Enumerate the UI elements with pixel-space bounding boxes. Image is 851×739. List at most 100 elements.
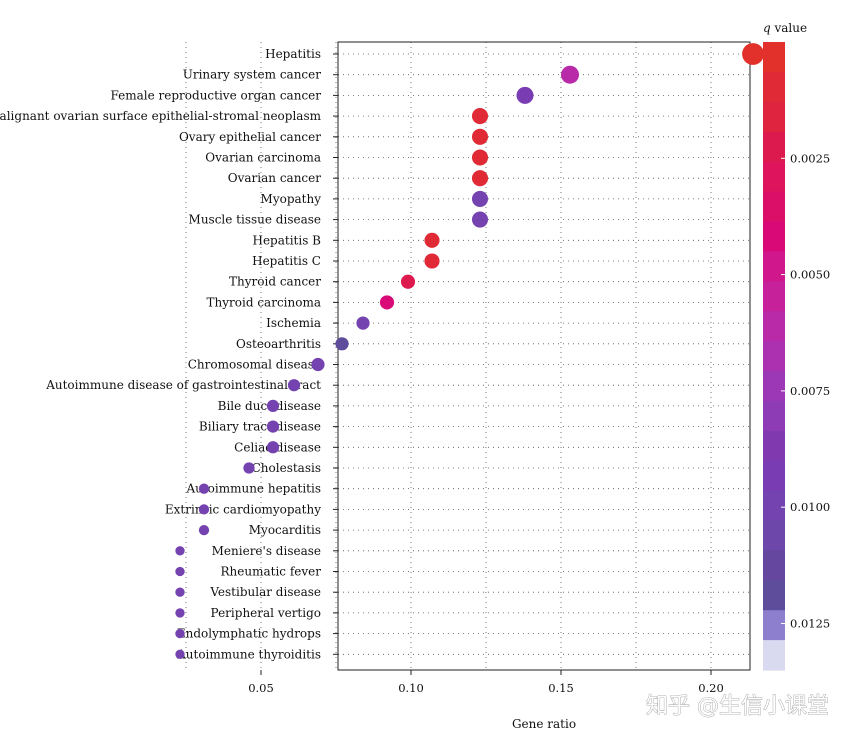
colorbar-title: q value	[763, 21, 807, 35]
colorbar-tick-label: 0.0025	[790, 151, 830, 165]
category-label: Peripheral vertigo	[211, 606, 321, 620]
colorbar-segment	[763, 281, 785, 312]
data-point	[198, 524, 210, 536]
colorbar-segment	[763, 460, 785, 492]
data-point	[561, 65, 579, 84]
colorbar-segment	[763, 221, 785, 252]
category-label: Autoimmune disease of gastrointestinal t…	[45, 378, 321, 392]
data-point	[243, 462, 255, 474]
category-label: Malignant ovarian surface epithelial-str…	[0, 109, 322, 123]
data-point	[266, 441, 280, 454]
colorbar-segment	[763, 520, 785, 551]
category-label: Myopathy	[261, 192, 322, 206]
category-labels: Hepatitis Urinary system cancer Female rep…	[0, 47, 322, 661]
colorbar-segment	[763, 430, 785, 462]
data-point	[198, 504, 210, 515]
colorbar-segment	[763, 580, 785, 611]
colorbar-segment	[763, 490, 785, 522]
colorbar-segment	[763, 610, 785, 641]
data-point	[471, 149, 489, 166]
colorbar-tick-label: 0.0075	[790, 384, 830, 398]
data-point	[175, 649, 185, 659]
category-label: Myocarditis	[249, 523, 321, 537]
category-label: Thyroid carcinoma	[207, 295, 321, 309]
category-label: Osteoarthritis	[236, 337, 321, 351]
data-point	[424, 253, 440, 269]
data-point	[266, 399, 280, 413]
colorbar-segment	[763, 400, 785, 432]
colorbar-segment	[763, 251, 785, 282]
colorbar	[763, 42, 785, 671]
category-label: Chromosomal disease	[188, 358, 321, 372]
colorbar-tick-label: 0.0100	[790, 500, 830, 514]
category-label: Hepatitis C	[252, 254, 321, 268]
data-point	[471, 170, 489, 187]
category-label: Hepatitis	[265, 47, 321, 61]
colorbar-segment	[763, 370, 785, 402]
category-label: Ovary epithelial cancer	[179, 130, 321, 144]
data-point	[471, 190, 489, 207]
plot-frame	[337, 41, 751, 671]
data-point	[175, 608, 185, 618]
watermark: 知乎 @生信小课堂	[646, 694, 829, 719]
colorbar-segment	[763, 191, 785, 223]
category-label: Cholestasis	[252, 461, 321, 475]
category-label: Biliary tract disease	[199, 420, 321, 434]
category-label: Ovarian cancer	[228, 171, 321, 185]
colorbar-title-symbol: q	[763, 21, 771, 35]
data-point	[424, 232, 440, 248]
category-label: Ischemia	[266, 316, 321, 330]
data-point	[400, 274, 416, 289]
category-label: Thyroid cancer	[229, 275, 321, 289]
data-point	[335, 337, 349, 351]
category-label: Ovarian carcinoma	[205, 151, 321, 165]
colorbar-segment	[763, 161, 785, 193]
colorbar-segment	[763, 550, 785, 581]
colorbar-segment	[763, 131, 785, 163]
category-label: Endolymphatic hydrops	[177, 627, 321, 641]
category-label: Vestibular disease	[209, 585, 321, 599]
data-point	[379, 295, 395, 310]
data-point	[175, 628, 185, 639]
data-points	[175, 43, 764, 659]
data-point	[471, 128, 489, 145]
colorbar-segment	[763, 42, 785, 73]
x-tick-label: 0.05	[248, 681, 274, 695]
colorbar-title-rest: value	[771, 21, 807, 35]
colorbar-segment	[763, 341, 785, 372]
category-label: Rheumatic fever	[221, 565, 322, 579]
colorbar-tick-label: 0.0125	[790, 616, 830, 630]
category-label: Muscle tissue disease	[189, 213, 321, 227]
data-point	[175, 587, 185, 597]
category-label: Urinary system cancer	[183, 68, 322, 82]
colorbar-ticks: 0.0025 0.0050 0.0075 0.0100 0.0125	[781, 151, 830, 630]
colorbar-segment	[763, 71, 785, 103]
category-label: Extrinsic cardiomyopathy	[165, 502, 321, 516]
x-tick-label: 0.10	[398, 681, 424, 695]
data-point	[175, 566, 185, 577]
data-point	[516, 86, 534, 104]
colorbar-tick-label: 0.0050	[790, 268, 830, 282]
data-point	[287, 379, 301, 392]
colorbar-segment	[763, 101, 785, 133]
data-point	[311, 357, 325, 372]
category-label: Autoimmune thyroiditis	[176, 647, 321, 661]
x-axis-ticks: 0.05 0.10 0.15 0.20	[248, 670, 724, 695]
x-tick-label: 0.20	[698, 681, 724, 695]
x-tick-label: 0.15	[548, 681, 574, 695]
colorbar-segment	[763, 640, 785, 671]
x-axis-title: Gene ratio	[512, 717, 576, 731]
data-point	[471, 108, 489, 125]
category-label: Meniere's disease	[212, 544, 321, 558]
category-label: Autoimmune hepatitis	[185, 482, 321, 496]
category-label: Hepatitis B	[252, 233, 321, 247]
grid-lines	[185, 42, 750, 670]
data-point	[266, 420, 280, 433]
category-label: Female reproductive organ cancer	[110, 88, 321, 102]
colorbar-segment	[763, 311, 785, 342]
data-point	[742, 43, 764, 65]
data-point	[198, 483, 210, 494]
data-point	[175, 546, 185, 556]
data-point	[471, 211, 489, 228]
